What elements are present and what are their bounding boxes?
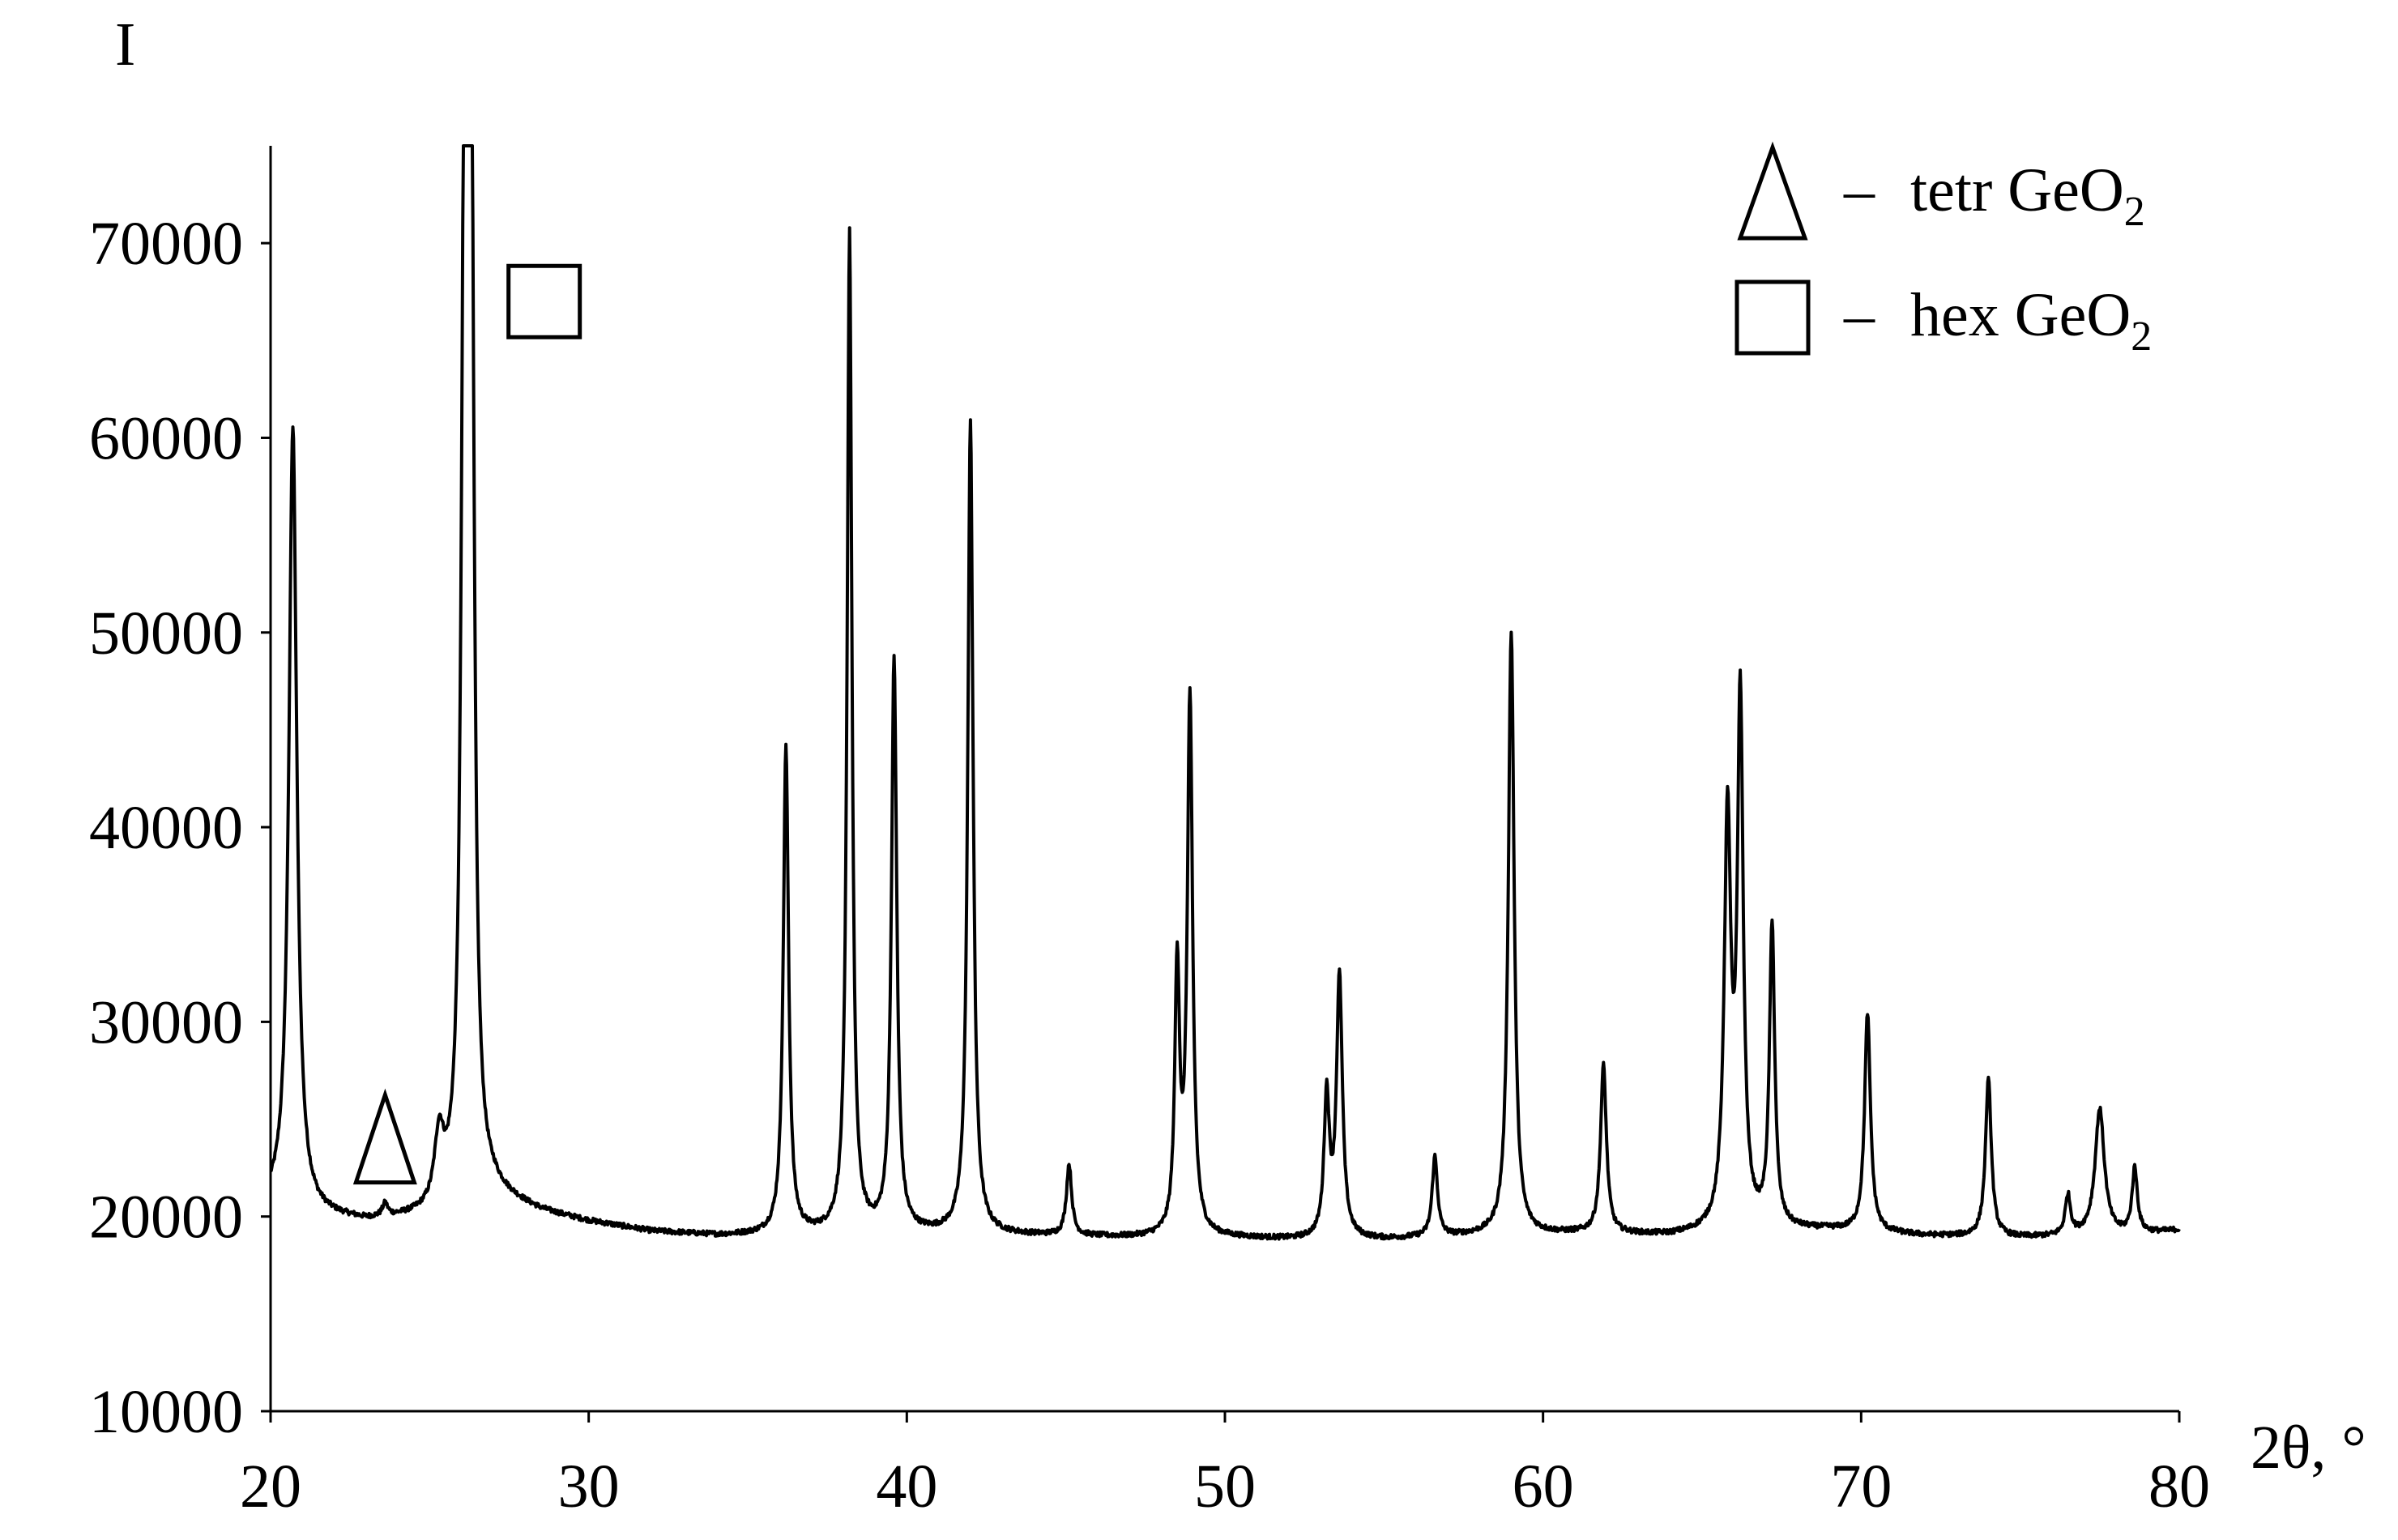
legend: – tetr GeO2– hex GeO2 (1734, 141, 2152, 360)
x-axis-label: 2θ, ° (2251, 1414, 2366, 1482)
y-axis-label: I (115, 11, 135, 79)
legend-square-icon (1734, 279, 1811, 356)
y-tick-label: 40000 (89, 794, 243, 862)
legend-label-subscript: 2 (2124, 189, 2145, 235)
legend-label-subscript: 2 (2131, 314, 2152, 360)
triangle-marker (352, 1088, 417, 1185)
square-marker (506, 263, 582, 339)
x-tick-label: 50 (1194, 1453, 1256, 1521)
legend-label: tetr GeO2 (1910, 156, 2145, 235)
x-tick-label: 20 (240, 1453, 301, 1521)
x-tick-label: 40 (876, 1453, 937, 1521)
legend-entry: – hex GeO2 (1734, 279, 2152, 360)
x-tick-label: 30 (558, 1453, 620, 1521)
x-tick-label: 60 (1513, 1453, 1574, 1521)
ticks: 10000 20000 30000 40000 50000 60000 70000 20 30 4… (89, 210, 2210, 1521)
y-tick-label: 70000 (89, 210, 243, 278)
y-tick-label: 50000 (89, 599, 243, 668)
annotations (352, 263, 582, 1185)
xrd-pattern-line (269, 144, 2181, 1241)
y-tick-label: 10000 (89, 1378, 243, 1446)
legend-label: hex GeO2 (1910, 281, 2152, 360)
y-tick-label: 20000 (89, 1184, 243, 1252)
x-tick-label: 70 (1830, 1453, 1892, 1521)
legend-dash: – (1843, 156, 1875, 224)
x-tick-label: 80 (2148, 1453, 2210, 1521)
y-tick-label: 60000 (89, 404, 243, 472)
y-tick-label: 30000 (89, 988, 243, 1056)
legend-dash: – (1843, 281, 1875, 349)
legend-entry: – tetr GeO2 (1737, 141, 2145, 241)
legend-triangle-icon (1737, 141, 1808, 241)
series (269, 144, 2181, 1241)
